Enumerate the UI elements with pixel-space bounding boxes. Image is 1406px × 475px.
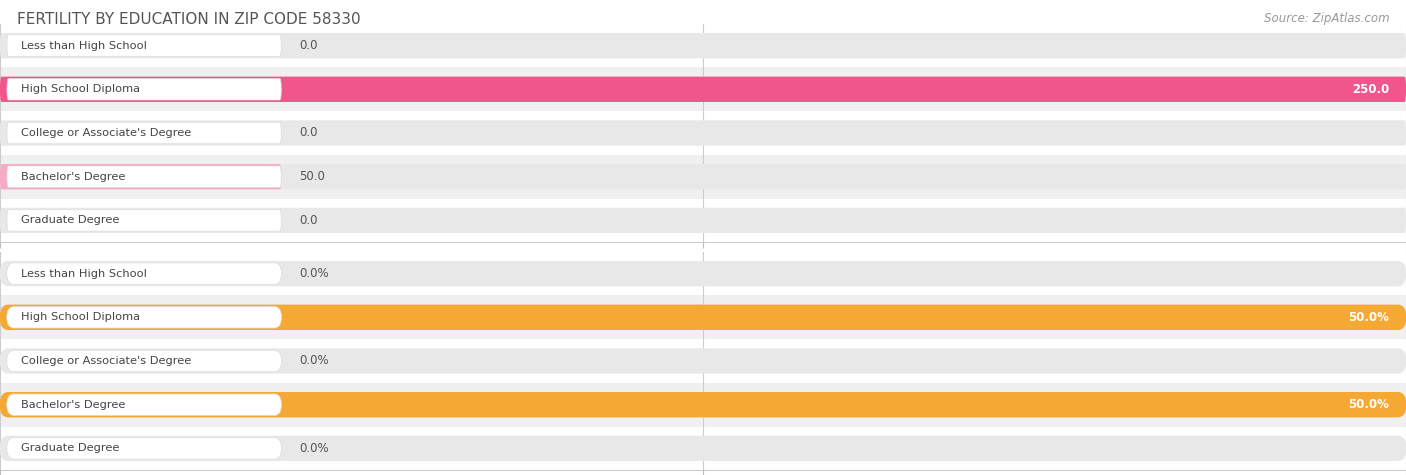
Bar: [0, 24, 1406, 67]
Bar: [0, 295, 1406, 339]
FancyBboxPatch shape: [0, 436, 1406, 461]
Text: 0.0%: 0.0%: [299, 354, 329, 368]
Text: 0.0%: 0.0%: [299, 442, 329, 455]
Text: 250.0: 250.0: [1353, 83, 1389, 96]
FancyBboxPatch shape: [0, 164, 1406, 190]
FancyBboxPatch shape: [0, 120, 1406, 146]
FancyBboxPatch shape: [0, 208, 1406, 233]
Bar: [0, 383, 1406, 427]
Text: High School Diploma: High School Diploma: [21, 312, 141, 323]
Bar: [0, 427, 1406, 470]
FancyBboxPatch shape: [7, 437, 281, 459]
Text: Graduate Degree: Graduate Degree: [21, 215, 120, 226]
Bar: [0, 111, 1406, 155]
Text: 50.0: 50.0: [299, 170, 325, 183]
Text: FERTILITY BY EDUCATION IN ZIP CODE 58330: FERTILITY BY EDUCATION IN ZIP CODE 58330: [17, 12, 360, 27]
FancyBboxPatch shape: [0, 76, 1406, 102]
Text: Less than High School: Less than High School: [21, 268, 148, 279]
Text: 0.0%: 0.0%: [299, 267, 329, 280]
Text: College or Associate's Degree: College or Associate's Degree: [21, 128, 191, 138]
FancyBboxPatch shape: [0, 348, 1406, 374]
Bar: [0, 155, 1406, 199]
Text: 0.0: 0.0: [299, 39, 318, 52]
FancyBboxPatch shape: [7, 122, 281, 144]
Text: 50.0%: 50.0%: [1348, 311, 1389, 324]
Text: Less than High School: Less than High School: [21, 40, 148, 51]
Text: High School Diploma: High School Diploma: [21, 84, 141, 95]
Bar: [0, 67, 1406, 111]
Text: College or Associate's Degree: College or Associate's Degree: [21, 356, 191, 366]
Bar: [0, 339, 1406, 383]
FancyBboxPatch shape: [0, 261, 1406, 286]
FancyBboxPatch shape: [7, 263, 281, 285]
Text: 50.0%: 50.0%: [1348, 398, 1389, 411]
FancyBboxPatch shape: [0, 33, 1406, 58]
FancyBboxPatch shape: [0, 392, 1406, 418]
Text: Bachelor's Degree: Bachelor's Degree: [21, 399, 125, 410]
Text: 0.0: 0.0: [299, 126, 318, 140]
Text: 0.0: 0.0: [299, 214, 318, 227]
FancyBboxPatch shape: [7, 78, 281, 100]
Text: Graduate Degree: Graduate Degree: [21, 443, 120, 454]
FancyBboxPatch shape: [7, 209, 281, 231]
Text: Source: ZipAtlas.com: Source: ZipAtlas.com: [1264, 12, 1389, 25]
FancyBboxPatch shape: [0, 392, 1406, 418]
FancyBboxPatch shape: [7, 306, 281, 328]
FancyBboxPatch shape: [7, 350, 281, 372]
Bar: [0, 252, 1406, 295]
FancyBboxPatch shape: [0, 76, 1406, 102]
FancyBboxPatch shape: [0, 164, 281, 190]
FancyBboxPatch shape: [7, 35, 281, 57]
FancyBboxPatch shape: [7, 166, 281, 188]
Text: Bachelor's Degree: Bachelor's Degree: [21, 171, 125, 182]
FancyBboxPatch shape: [0, 304, 1406, 330]
FancyBboxPatch shape: [0, 304, 1406, 330]
Bar: [0, 199, 1406, 242]
FancyBboxPatch shape: [7, 394, 281, 416]
